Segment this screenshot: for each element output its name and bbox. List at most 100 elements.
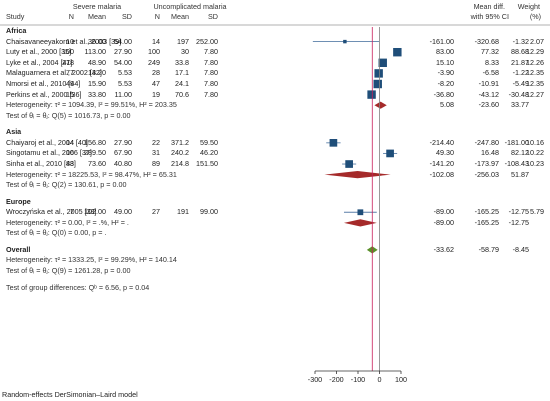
uncomp-sd: 99.00 <box>200 207 218 217</box>
header-sd: SD <box>208 12 218 21</box>
subgroup-diamond <box>343 219 377 227</box>
ci-lower: -165.25 <box>474 207 499 217</box>
uncomp-mean: 191 <box>177 207 189 217</box>
study-name: Wroczyńska et al., 2005 [38] <box>6 207 97 217</box>
pooled-hi: -12.75 <box>508 217 529 227</box>
pooled-md: 5.08 <box>440 100 454 110</box>
study-name: Singotamu et al., 2006 [37] <box>6 148 92 158</box>
uncomp-mean: 214.8 <box>171 159 189 169</box>
pooled-md: -102.08 <box>429 169 454 179</box>
severe-n: 16 <box>66 148 74 158</box>
weight: 2.07 <box>530 36 544 46</box>
pooled-lo: -165.25 <box>474 217 499 227</box>
subgroup-diamond <box>324 171 391 179</box>
study-name: Lyke et al., 2004 [41] <box>6 57 73 67</box>
uncomp-mean: 371.2 <box>171 137 189 147</box>
x-tick-label: -200 <box>329 375 344 384</box>
severe-mean: 156.80 <box>84 137 106 147</box>
group-differences-test: Test of group differences: Qᵇ = 6.56, p … <box>6 283 150 293</box>
uncomp-mean: 33.8 <box>175 57 189 67</box>
ci-upper: -108.43 <box>504 159 529 169</box>
group-heterogeneity: Heterogeneity: τ² = 18225.53, I² = 98.47… <box>6 169 177 179</box>
weight: 10.16 <box>526 137 544 147</box>
uncomp-sd: 46.20 <box>200 148 218 158</box>
pooled-lo: -256.03 <box>474 169 499 179</box>
ci-upper: -181.00 <box>504 137 529 147</box>
subgroup-diamond <box>374 101 387 109</box>
ci-upper: -5.49 <box>512 79 529 88</box>
mean-diff: -8.20 <box>437 79 454 88</box>
ci-upper: 21.87 <box>511 57 529 67</box>
severe-sd: 54.00 <box>114 36 132 46</box>
severe-mean: 113.00 <box>84 47 106 57</box>
study-name: Chaiyaroj et al., 2004 [40] <box>6 137 88 147</box>
footnote: Random-effects DerSimonian–Laird model <box>2 390 138 399</box>
uncomp-n: 27 <box>152 207 160 217</box>
mean-diff: 83.00 <box>436 47 454 57</box>
uncomp-n: 249 <box>148 57 160 67</box>
ci-lower: -10.91 <box>478 79 499 88</box>
ci-lower: -43.12 <box>478 89 499 99</box>
ci-upper: -30.48 <box>508 89 529 99</box>
uncomp-n: 19 <box>152 89 160 99</box>
uncomp-n: 28 <box>152 68 160 78</box>
study-marker <box>343 39 347 44</box>
ci-lower: 16.48 <box>481 148 499 158</box>
uncomp-mean: 70.6 <box>175 89 189 99</box>
x-tick-label: -100 <box>350 375 366 384</box>
mean-diff: -3.90 <box>437 68 454 78</box>
uncomp-sd: 252.00 <box>196 36 218 46</box>
group-test: Test of θᵢ = θⱼ: Q(2) = 130.61, p = 0.00 <box>6 180 127 190</box>
overall-test: Test of θᵢ = θⱼ: Q(9) = 1261.28, p = 0.0… <box>6 266 131 276</box>
weight: 12.27 <box>526 89 544 99</box>
mean-diff: -36.80 <box>433 89 454 99</box>
mean-diff: -141.20 <box>429 159 454 169</box>
header-uncomplicated: Uncomplicated malaria <box>153 2 227 11</box>
study-name: Nmorsi et al., 2010 [44] <box>6 79 81 88</box>
severe-sd: 5.53 <box>118 68 132 78</box>
ci-upper: -1.32 <box>512 36 529 46</box>
group-test: Test of θᵢ = θⱼ: Q(5) = 1016.73, p = 0.0… <box>6 110 131 120</box>
group-title: Asia <box>6 127 22 137</box>
weight: 10.23 <box>526 159 544 169</box>
ci-lower: -6.58 <box>482 68 499 78</box>
pooled-hi: 33.77 <box>511 100 529 110</box>
study-marker <box>378 58 387 68</box>
severe-n: 14 <box>66 137 74 147</box>
uncomp-sd: 7.80 <box>204 68 218 78</box>
weight: 12.29 <box>526 47 544 57</box>
severe-sd: 40.80 <box>114 159 132 169</box>
study-marker <box>345 160 353 168</box>
severe-sd: 49.00 <box>114 207 132 217</box>
uncomp-n: 89 <box>152 159 160 169</box>
uncomp-mean: 17.1 <box>175 68 189 78</box>
group-title: Europe <box>6 196 31 206</box>
severe-mean: 48.90 <box>88 57 106 67</box>
severe-n: 49 <box>66 79 74 88</box>
ci-upper: 82.12 <box>511 148 529 158</box>
header-severe: Severe malaria <box>72 2 122 11</box>
overall-md: -33.62 <box>433 244 454 254</box>
header-mean: Mean <box>88 12 106 21</box>
header-n: N <box>68 12 74 21</box>
severe-n: 278 <box>62 57 74 67</box>
uncomp-mean: 197 <box>177 36 189 46</box>
uncomp-sd: 151.50 <box>196 159 218 169</box>
ci-upper: -12.75 <box>508 207 529 217</box>
ci-lower: -247.80 <box>474 137 499 147</box>
severe-mean: 13.20 <box>88 68 106 78</box>
severe-sd: 5.53 <box>118 79 132 88</box>
header-effect-sub: with 95% CI <box>470 12 509 21</box>
study-name: Sinha et al., 2010 [43] <box>6 159 76 169</box>
severe-mean: 289.50 <box>84 148 106 158</box>
uncomp-n: 22 <box>152 137 160 147</box>
x-tick-label: 0 <box>377 375 382 384</box>
weight: 12.35 <box>526 79 544 88</box>
study-name: Perkins et al., 2000 [36] <box>6 89 82 99</box>
ci-upper: 88.68 <box>511 47 529 57</box>
ci-lower: 8.33 <box>485 57 499 67</box>
x-tick-label: 100 <box>395 375 407 384</box>
study-marker <box>374 69 383 78</box>
severe-n: 7 <box>70 207 74 217</box>
